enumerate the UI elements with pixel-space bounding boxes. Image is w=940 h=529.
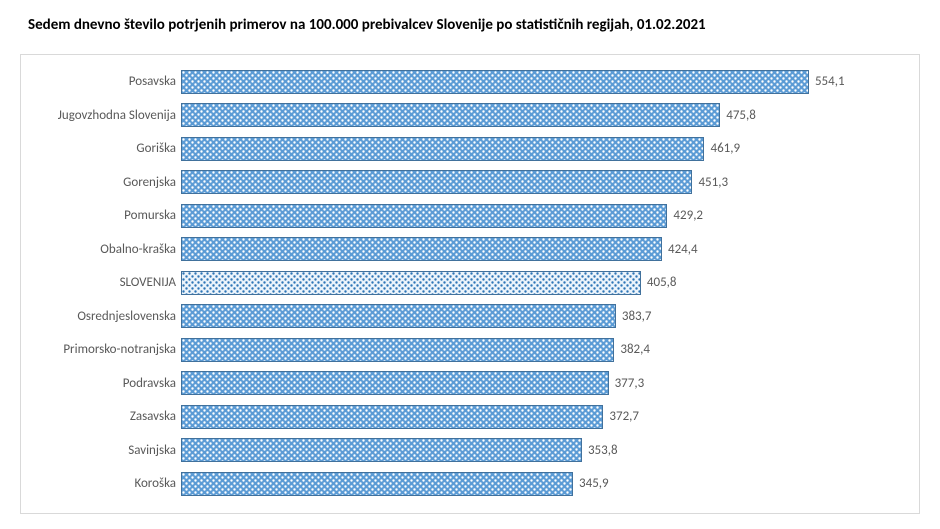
category-label: Gorenjska <box>21 175 176 190</box>
chart-row: Gorenjska 451,3 <box>21 166 919 200</box>
value-label: 554,1 <box>815 74 845 89</box>
category-label: Zasavska <box>21 409 176 424</box>
category-label: Koroška <box>21 476 176 491</box>
chart-row: SLOVENIJA 405,8 <box>21 266 919 300</box>
bar <box>181 438 582 462</box>
category-label: Obalno-kraška <box>21 242 176 257</box>
category-label: Osrednjeslovenska <box>21 309 176 324</box>
chart-row: Jugovzhodna Slovenija 475,8 <box>21 99 919 133</box>
value-label: 429,2 <box>673 208 703 223</box>
bar <box>181 405 603 429</box>
value-label: 345,9 <box>579 476 609 491</box>
chart-row: Podravska 377,3 <box>21 367 919 401</box>
category-label: Posavska <box>21 74 176 89</box>
chart-row: Posavska 554,1 <box>21 65 919 99</box>
category-label: Primorsko-notranjska <box>21 342 176 357</box>
bar <box>181 472 573 496</box>
bar <box>181 170 692 194</box>
category-label: Podravska <box>21 376 176 391</box>
chart-plot-area: Posavska 554,1 Jugovzhodna Slovenija 475,8 G… <box>20 54 920 514</box>
chart-row: Savinjska 353,8 <box>21 434 919 468</box>
value-label: 475,8 <box>726 108 756 123</box>
category-label: Savinjska <box>21 443 176 458</box>
chart-row: Osrednjeslovenska 383,7 <box>21 300 919 334</box>
value-label: 461,9 <box>710 141 740 156</box>
bar <box>181 304 616 328</box>
value-label: 424,4 <box>668 242 698 257</box>
bar <box>181 338 614 362</box>
category-label: Pomurska <box>21 208 176 223</box>
bar <box>181 237 662 261</box>
value-label: 383,7 <box>622 309 652 324</box>
category-label: SLOVENIJA <box>21 275 176 290</box>
value-label: 353,8 <box>588 443 618 458</box>
chart-container: Sedem dnevno število potrjenih primerov … <box>0 0 940 529</box>
bar <box>181 371 609 395</box>
bar <box>181 103 720 127</box>
chart-row: Koroška 345,9 <box>21 467 919 501</box>
chart-row: Primorsko-notranjska 382,4 <box>21 333 919 367</box>
chart-row: Zasavska 372,7 <box>21 400 919 434</box>
chart-row: Pomurska 429,2 <box>21 199 919 233</box>
category-label: Goriška <box>21 141 176 156</box>
bar <box>181 204 667 228</box>
category-label: Jugovzhodna Slovenija <box>21 108 176 123</box>
chart-title: Sedem dnevno število potrjenih primerov … <box>28 16 706 34</box>
bar <box>181 137 704 161</box>
value-label: 405,8 <box>647 275 677 290</box>
value-label: 377,3 <box>615 376 645 391</box>
bar <box>181 70 809 94</box>
value-label: 382,4 <box>620 342 650 357</box>
chart-row: Obalno-kraška 424,4 <box>21 233 919 267</box>
chart-row: Goriška 461,9 <box>21 132 919 166</box>
bar-highlight <box>181 271 641 295</box>
value-label: 451,3 <box>698 175 728 190</box>
value-label: 372,7 <box>609 409 639 424</box>
